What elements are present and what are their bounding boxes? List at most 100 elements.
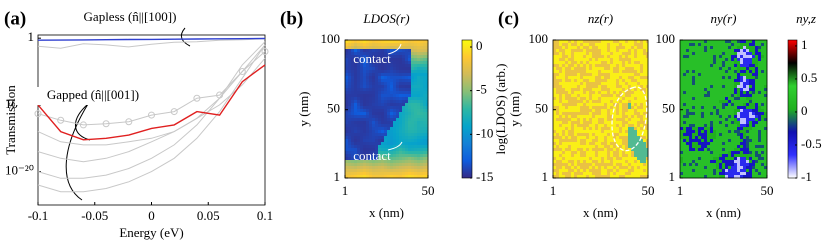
heatmap-cell [692, 73, 695, 76]
heatmap-cell [568, 85, 571, 88]
heatmap-cell [631, 82, 634, 85]
heatmap-cell [640, 157, 643, 160]
heatmap-cell [595, 118, 598, 121]
heatmap-cell [402, 88, 405, 91]
heatmap-cell [366, 124, 369, 127]
heatmap-cell [734, 172, 737, 175]
heatmap-cell [562, 109, 565, 112]
heatmap-cell [562, 115, 565, 118]
heatmap-cell [640, 163, 643, 166]
heatmap-cell [354, 118, 357, 121]
heatmap-cell [701, 151, 704, 154]
heatmap-cell [586, 154, 589, 157]
heatmap-cell [707, 145, 710, 148]
heatmap-cell [713, 142, 716, 145]
heatmap-cell [689, 64, 692, 67]
heatmap-cell [749, 103, 752, 106]
heatmap-cell [574, 82, 577, 85]
heatmap-cell [616, 70, 619, 73]
heatmap-cell [713, 121, 716, 124]
heatmap-cell [628, 130, 631, 133]
heatmap-cell [565, 97, 568, 100]
heatmap-cell [589, 58, 592, 61]
heatmap-cell [686, 76, 689, 79]
heatmap-cell [417, 115, 420, 118]
heatmap-cell [731, 142, 734, 145]
heatmap-cell [607, 163, 610, 166]
heatmap-cell [568, 103, 571, 106]
heatmap-cell [692, 76, 695, 79]
heatmap-cell [761, 94, 764, 97]
heatmap-cell [556, 115, 559, 118]
heatmap-cell [755, 76, 758, 79]
heatmap-cell [384, 109, 387, 112]
heatmap-cell [592, 67, 595, 70]
heatmap-cell [743, 115, 746, 118]
heatmap-cell [707, 166, 710, 169]
heatmap-cell [758, 142, 761, 145]
heatmap-cell [369, 139, 372, 142]
heatmap-cell [743, 118, 746, 121]
heatmap-cell [719, 64, 722, 67]
heatmap-cell [680, 82, 683, 85]
heatmap-cell [595, 73, 598, 76]
heatmap-cell [345, 43, 348, 46]
heatmap-cell [574, 94, 577, 97]
heatmap-cell [707, 169, 710, 172]
heatmap-cell [405, 112, 408, 115]
heatmap-cell [577, 94, 580, 97]
heatmap-cell [625, 64, 628, 67]
heatmap-cell [586, 172, 589, 175]
heatmap-cell [369, 67, 372, 70]
heatmap-cell [405, 139, 408, 142]
heatmap-cell [701, 46, 704, 49]
heatmap-cell [384, 88, 387, 91]
heatmap-cell [752, 52, 755, 55]
heatmap-cell [402, 118, 405, 121]
heatmap-cell [698, 136, 701, 139]
heatmap-cell [396, 118, 399, 121]
heatmap-cell [390, 127, 393, 130]
heatmap-cell [559, 73, 562, 76]
heatmap-cell [354, 136, 357, 139]
heatmap-cell [423, 148, 426, 151]
heatmap-cell [710, 121, 713, 124]
heatmap-cell [740, 85, 743, 88]
heatmap-cell [345, 169, 348, 172]
heatmap-cell [680, 166, 683, 169]
heatmap-cell [743, 85, 746, 88]
heatmap-cell [553, 103, 556, 106]
heatmap-cell [366, 169, 369, 172]
heatmap-cell [583, 142, 586, 145]
heatmap-cell [601, 64, 604, 67]
y-tick-label: 50 [327, 101, 340, 116]
heatmap-cell [574, 172, 577, 175]
heatmap-cell [586, 166, 589, 169]
heatmap-cell [731, 67, 734, 70]
heatmap-cell [568, 148, 571, 151]
heatmap-cell [423, 142, 426, 145]
heatmap-cell [752, 46, 755, 49]
heatmap-cell [586, 97, 589, 100]
heatmap-cell [758, 49, 761, 52]
heatmap-cell [622, 49, 625, 52]
heatmap-cell [595, 94, 598, 97]
heatmap-cell [698, 43, 701, 46]
heatmap-cell [420, 148, 423, 151]
heatmap-cell [384, 124, 387, 127]
heatmap-cell [607, 58, 610, 61]
heatmap-cell [408, 52, 411, 55]
heatmap-cell [737, 160, 740, 163]
heatmap-cell [592, 94, 595, 97]
heatmap-cell [574, 106, 577, 109]
heatmap-cell [574, 67, 577, 70]
heatmap-cell [749, 97, 752, 100]
heatmap-cell [574, 130, 577, 133]
heatmap-cell [562, 139, 565, 142]
heatmap-cell [604, 58, 607, 61]
heatmap-cell [417, 76, 420, 79]
heatmap-cell [559, 106, 562, 109]
heatmap-cell [749, 73, 752, 76]
heatmap-cell [634, 58, 637, 61]
heatmap-cell [607, 88, 610, 91]
